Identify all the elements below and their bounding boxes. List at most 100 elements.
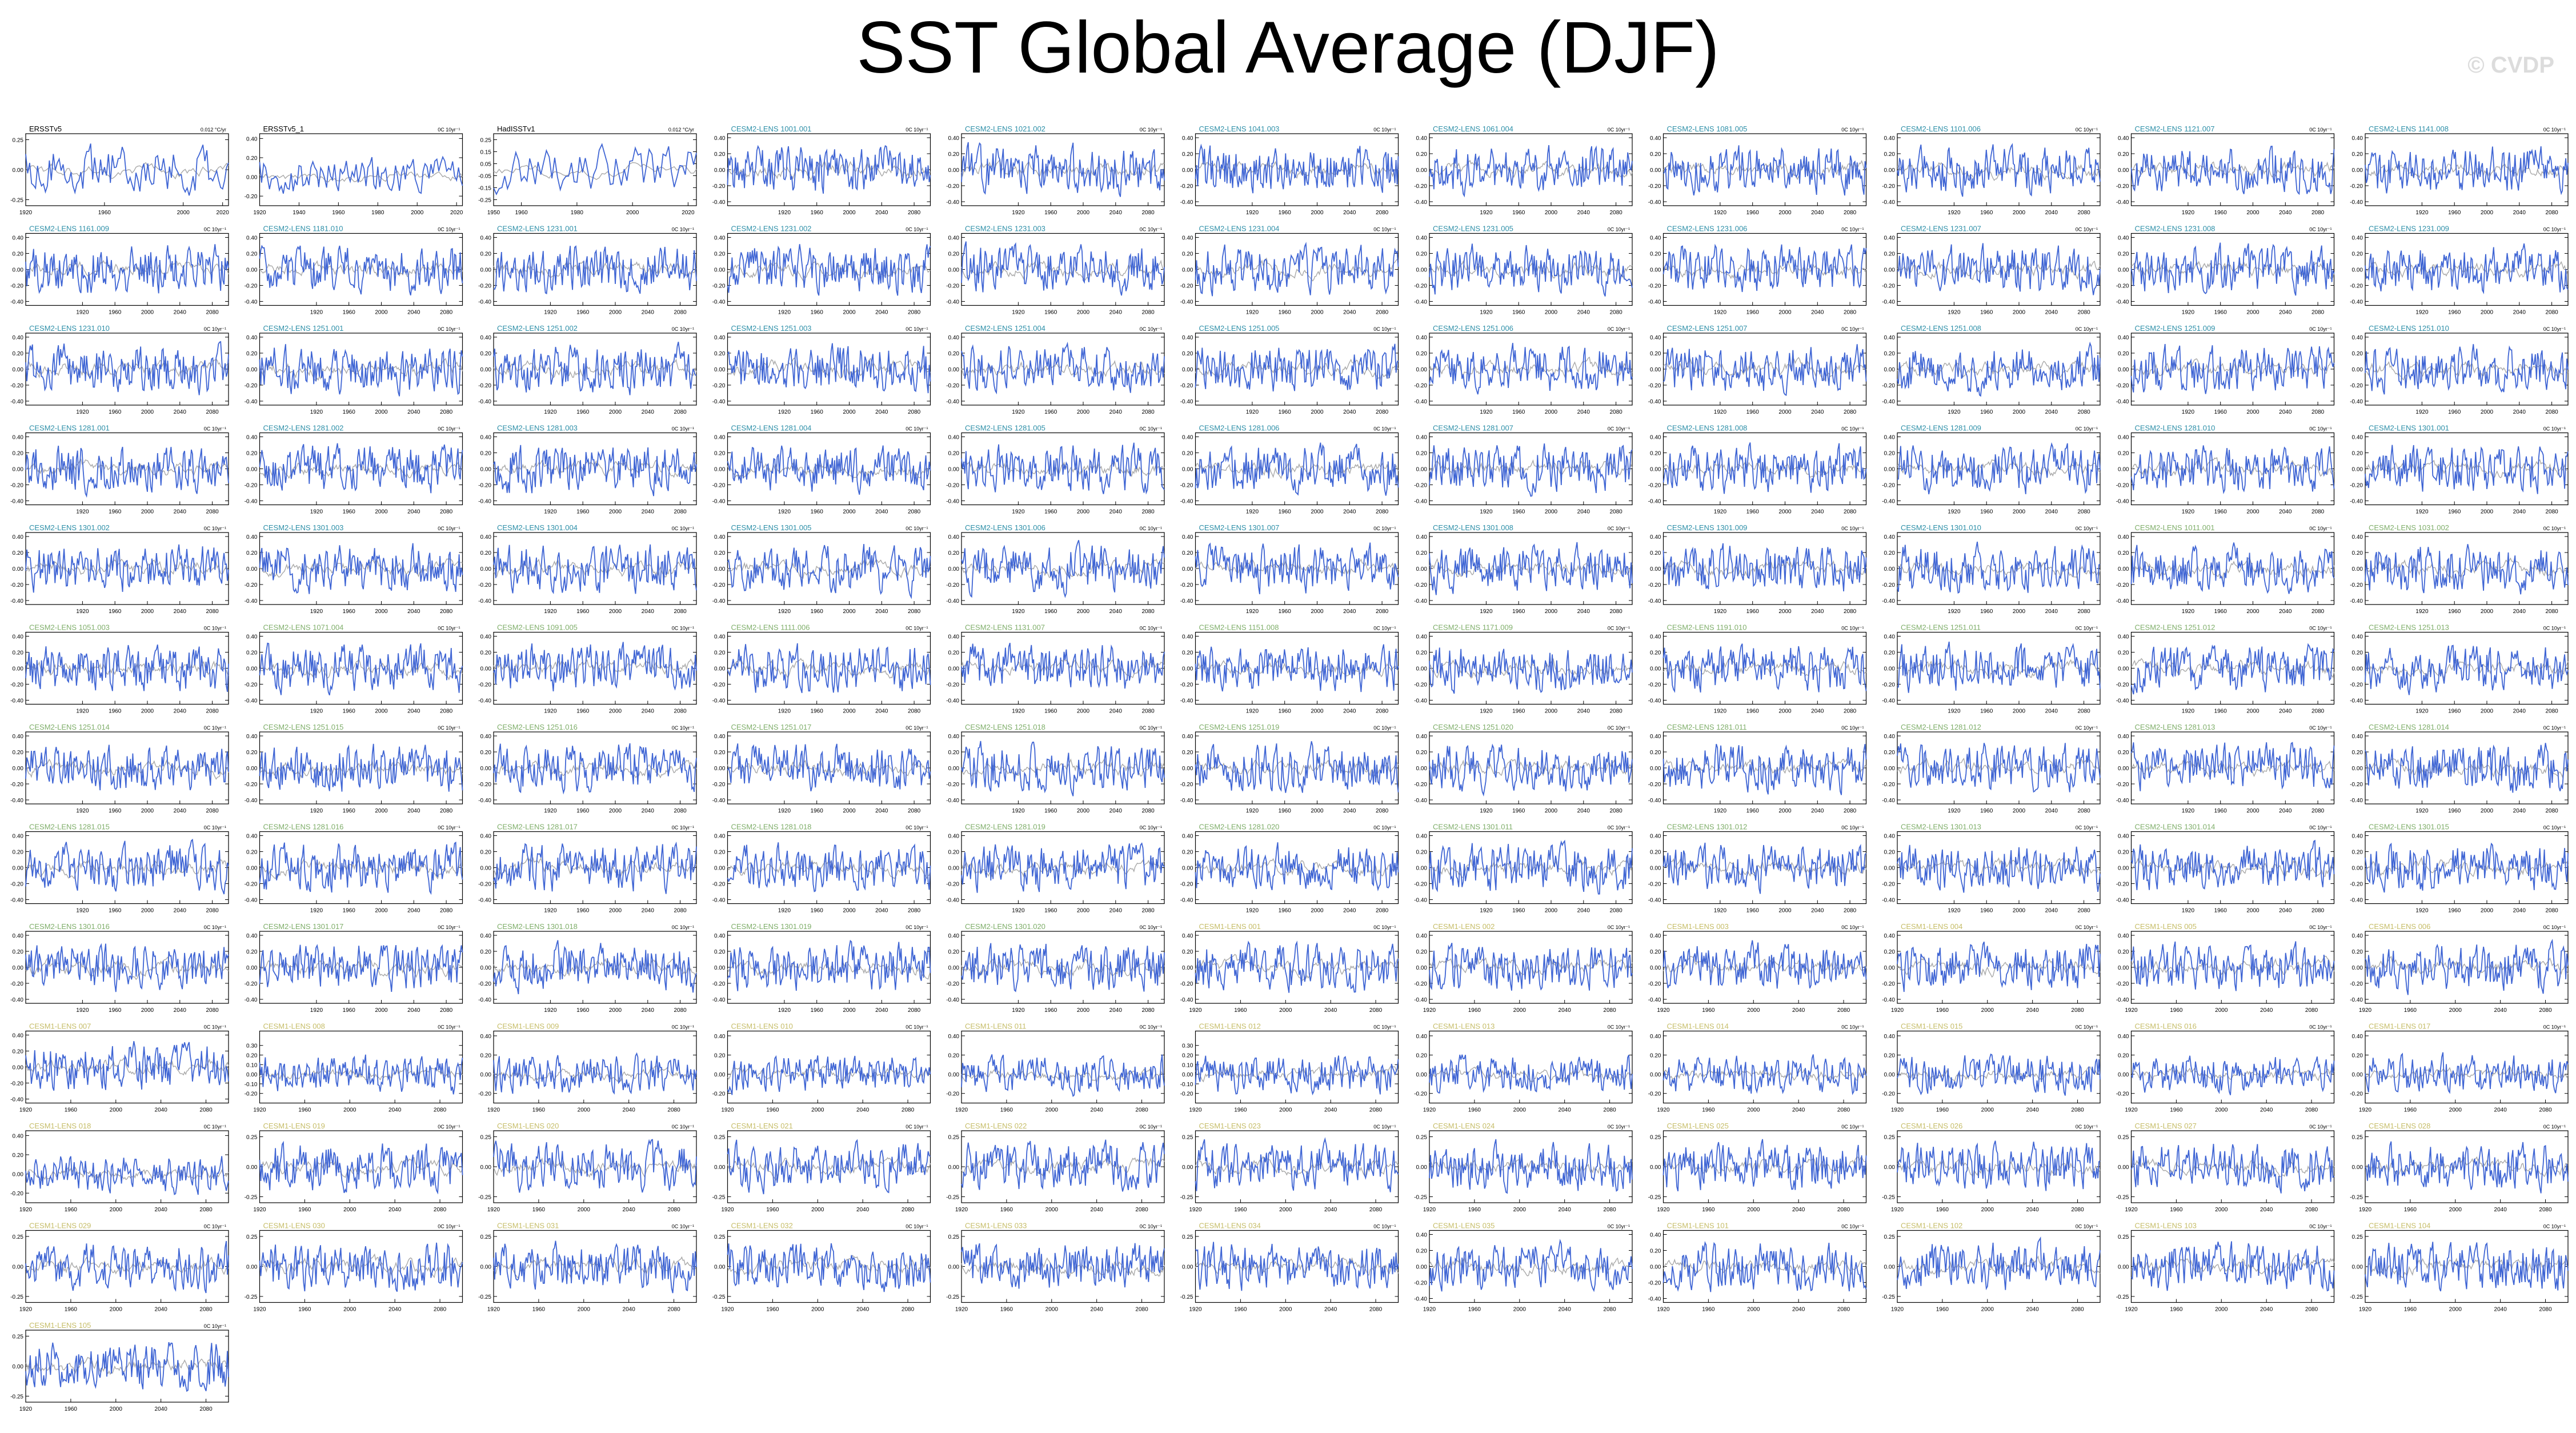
x-tick-label: 2040 bbox=[1324, 1007, 1337, 1014]
x-tick-label: 2040 bbox=[623, 1307, 636, 1313]
panel: CESM2-LENS 1281.016 0C 10yr⁻¹-0.40-0.200.… bbox=[245, 823, 463, 914]
panel-title: CESM1-LENS 105 bbox=[29, 1321, 91, 1330]
x-tick-label: 2080 bbox=[206, 310, 219, 316]
x-tick-label: 1920 bbox=[2182, 310, 2195, 316]
panel-title: CESM2-LENS 1231.006 bbox=[1667, 225, 1748, 233]
x-tick-label: 2040 bbox=[2513, 310, 2526, 316]
y-tick-label: -0.40 bbox=[1180, 598, 1193, 605]
y-tick-label: -0.20 bbox=[1414, 782, 1427, 788]
x-tick-label: 2000 bbox=[2481, 808, 2494, 814]
y-tick-label: 0.20 bbox=[480, 351, 492, 357]
panel: CESM2-LENS 1231.006 0C 10yr⁻¹-0.40-0.200.… bbox=[1648, 225, 1867, 316]
x-tick-label: 1920 bbox=[310, 709, 323, 715]
x-tick-label: 2080 bbox=[1603, 1207, 1616, 1213]
x-tick-label: 2000 bbox=[141, 1007, 154, 1014]
panel-units: 0C 10yr⁻¹ bbox=[1841, 1024, 1864, 1030]
y-tick-label: -0.25 bbox=[1648, 1195, 1661, 1201]
y-tick-label: 0.20 bbox=[480, 550, 492, 557]
x-tick-label: 2040 bbox=[623, 1107, 636, 1114]
x-tick-label: 1920 bbox=[1657, 1007, 1670, 1014]
y-tick-label: 0.20 bbox=[2118, 949, 2129, 955]
panel-title: CESM1-LENS 021 bbox=[731, 1122, 793, 1130]
series-line-secondary bbox=[25, 1166, 229, 1182]
panel: CESM2-LENS 1031.002 0C 10yr⁻¹-0.40-0.200.… bbox=[2350, 523, 2569, 615]
y-tick-label: -0.20 bbox=[2116, 582, 2129, 589]
x-tick-label: 1960 bbox=[1044, 1007, 1057, 1014]
x-tick-label: 2020 bbox=[217, 210, 230, 216]
series-line bbox=[259, 743, 463, 792]
x-tick-label: 1920 bbox=[487, 1107, 500, 1114]
panel: CESM1-LENS 003 0C 10yr⁻¹-0.40-0.200.000.2… bbox=[1648, 922, 1867, 1014]
panel-title: CESM1-LENS 015 bbox=[1901, 1022, 1962, 1031]
y-tick-label: 0.00 bbox=[2352, 566, 2363, 573]
y-tick-label: 0.40 bbox=[13, 834, 24, 840]
x-tick-label: 1960 bbox=[1746, 210, 1760, 216]
y-tick-label: -0.20 bbox=[1882, 183, 1895, 190]
series-line-secondary bbox=[727, 1156, 931, 1181]
y-tick-label: 0.00 bbox=[246, 766, 258, 772]
y-tick-label: 0.00 bbox=[948, 1072, 960, 1078]
panel: CESM2-LENS 1181.010 0C 10yr⁻¹-0.40-0.200.… bbox=[245, 225, 463, 316]
x-tick-label: 2000 bbox=[843, 409, 856, 415]
x-tick-label: 1960 bbox=[1279, 509, 1292, 515]
x-tick-label: 2000 bbox=[343, 1107, 356, 1114]
panel-title: CESM2-LENS 1281.020 bbox=[1199, 823, 1280, 831]
x-tick-label: 2080 bbox=[908, 310, 921, 316]
y-tick-label: -0.40 bbox=[2350, 299, 2363, 306]
series-line bbox=[25, 1041, 229, 1091]
y-tick-label: -0.40 bbox=[1414, 1296, 1427, 1303]
x-tick-label: 2040 bbox=[1811, 210, 1824, 216]
x-tick-label: 2040 bbox=[2045, 509, 2058, 515]
y-tick-label: -0.40 bbox=[1882, 898, 1895, 904]
y-tick-label: -0.20 bbox=[1180, 483, 1193, 489]
panel-units: 0C 10yr⁻¹ bbox=[1373, 426, 1396, 432]
panel-frame bbox=[727, 731, 931, 804]
y-tick-label: 0.40 bbox=[246, 335, 258, 341]
y-tick-label: 0.00 bbox=[2118, 1164, 2129, 1171]
x-tick-label: 2000 bbox=[2246, 210, 2259, 216]
y-tick-label: 0.00 bbox=[948, 566, 960, 573]
y-tick-label: 0.40 bbox=[1416, 834, 1428, 840]
x-tick-label: 2040 bbox=[2494, 1107, 2507, 1114]
y-tick-label: -0.20 bbox=[1180, 1091, 1193, 1098]
panel-frame bbox=[727, 333, 931, 406]
y-tick-label: 0.40 bbox=[2118, 933, 2129, 939]
x-tick-label: 1960 bbox=[811, 310, 824, 316]
y-tick-label: 0.20 bbox=[13, 650, 24, 657]
x-tick-label: 2080 bbox=[440, 509, 453, 515]
y-tick-label: -0.40 bbox=[1882, 499, 1895, 505]
x-tick-label: 1920 bbox=[544, 509, 557, 515]
x-tick-label: 1960 bbox=[1936, 1207, 1949, 1213]
y-tick-label: -0.20 bbox=[245, 682, 258, 689]
x-tick-label: 2000 bbox=[1077, 709, 1090, 715]
y-tick-label: 0.00 bbox=[1416, 965, 1428, 971]
y-tick-label: -0.40 bbox=[1180, 299, 1193, 306]
y-tick-label: -0.25 bbox=[1882, 1294, 1895, 1300]
panel: CESM2-LENS 1141.008 0C 10yr⁻¹-0.40-0.200.… bbox=[2350, 125, 2569, 216]
series-line bbox=[727, 643, 931, 694]
panel: CESM1-LENS 023 0C 10yr⁻¹-0.250.000.251920… bbox=[1180, 1122, 1399, 1213]
panel-title: CESM2-LENS 1181.010 bbox=[263, 225, 343, 233]
y-tick-label: 0.25 bbox=[1884, 1135, 1896, 1141]
x-tick-label: 2080 bbox=[1844, 210, 1857, 216]
panel: CESM2-LENS 1251.004 0C 10yr⁻¹-0.40-0.200.… bbox=[946, 324, 1165, 415]
y-tick-label: -0.40 bbox=[1648, 798, 1661, 804]
x-tick-label: 2080 bbox=[2305, 1307, 2318, 1313]
y-tick-label: 0.25 bbox=[480, 138, 492, 144]
x-tick-label: 2000 bbox=[609, 709, 622, 715]
x-tick-label: 1920 bbox=[2359, 1007, 2372, 1014]
x-tick-label: 2080 bbox=[1141, 409, 1155, 415]
y-tick-label: -0.20 bbox=[946, 682, 959, 689]
panel-title: CESM1-LENS 007 bbox=[29, 1022, 91, 1031]
panel-units: 0C 10yr⁻¹ bbox=[1140, 1024, 1162, 1030]
panel: CESM1-LENS 103 0C 10yr⁻¹-0.250.000.251920… bbox=[2116, 1222, 2335, 1313]
y-tick-label: 0.00 bbox=[1884, 965, 1896, 971]
x-tick-label: 2000 bbox=[2481, 409, 2494, 415]
x-tick-label: 2080 bbox=[199, 1406, 213, 1412]
y-tick-label: 0.40 bbox=[948, 435, 960, 441]
panel-frame bbox=[25, 831, 229, 904]
x-tick-label: 2000 bbox=[609, 310, 622, 316]
panel-title: CESM2-LENS 1281.017 bbox=[497, 823, 578, 831]
y-tick-label: -0.40 bbox=[1648, 898, 1661, 904]
panel-title: CESM2-LENS 1251.016 bbox=[497, 723, 578, 731]
